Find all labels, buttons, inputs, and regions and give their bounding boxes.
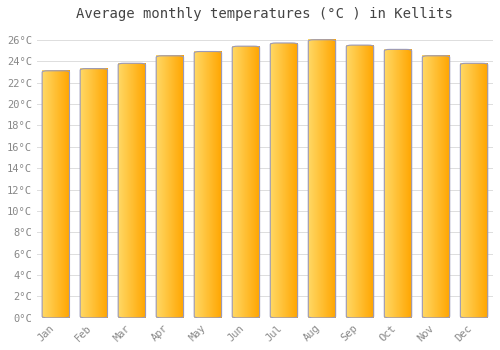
Title: Average monthly temperatures (°C ) in Kellits: Average monthly temperatures (°C ) in Ke… (76, 7, 454, 21)
